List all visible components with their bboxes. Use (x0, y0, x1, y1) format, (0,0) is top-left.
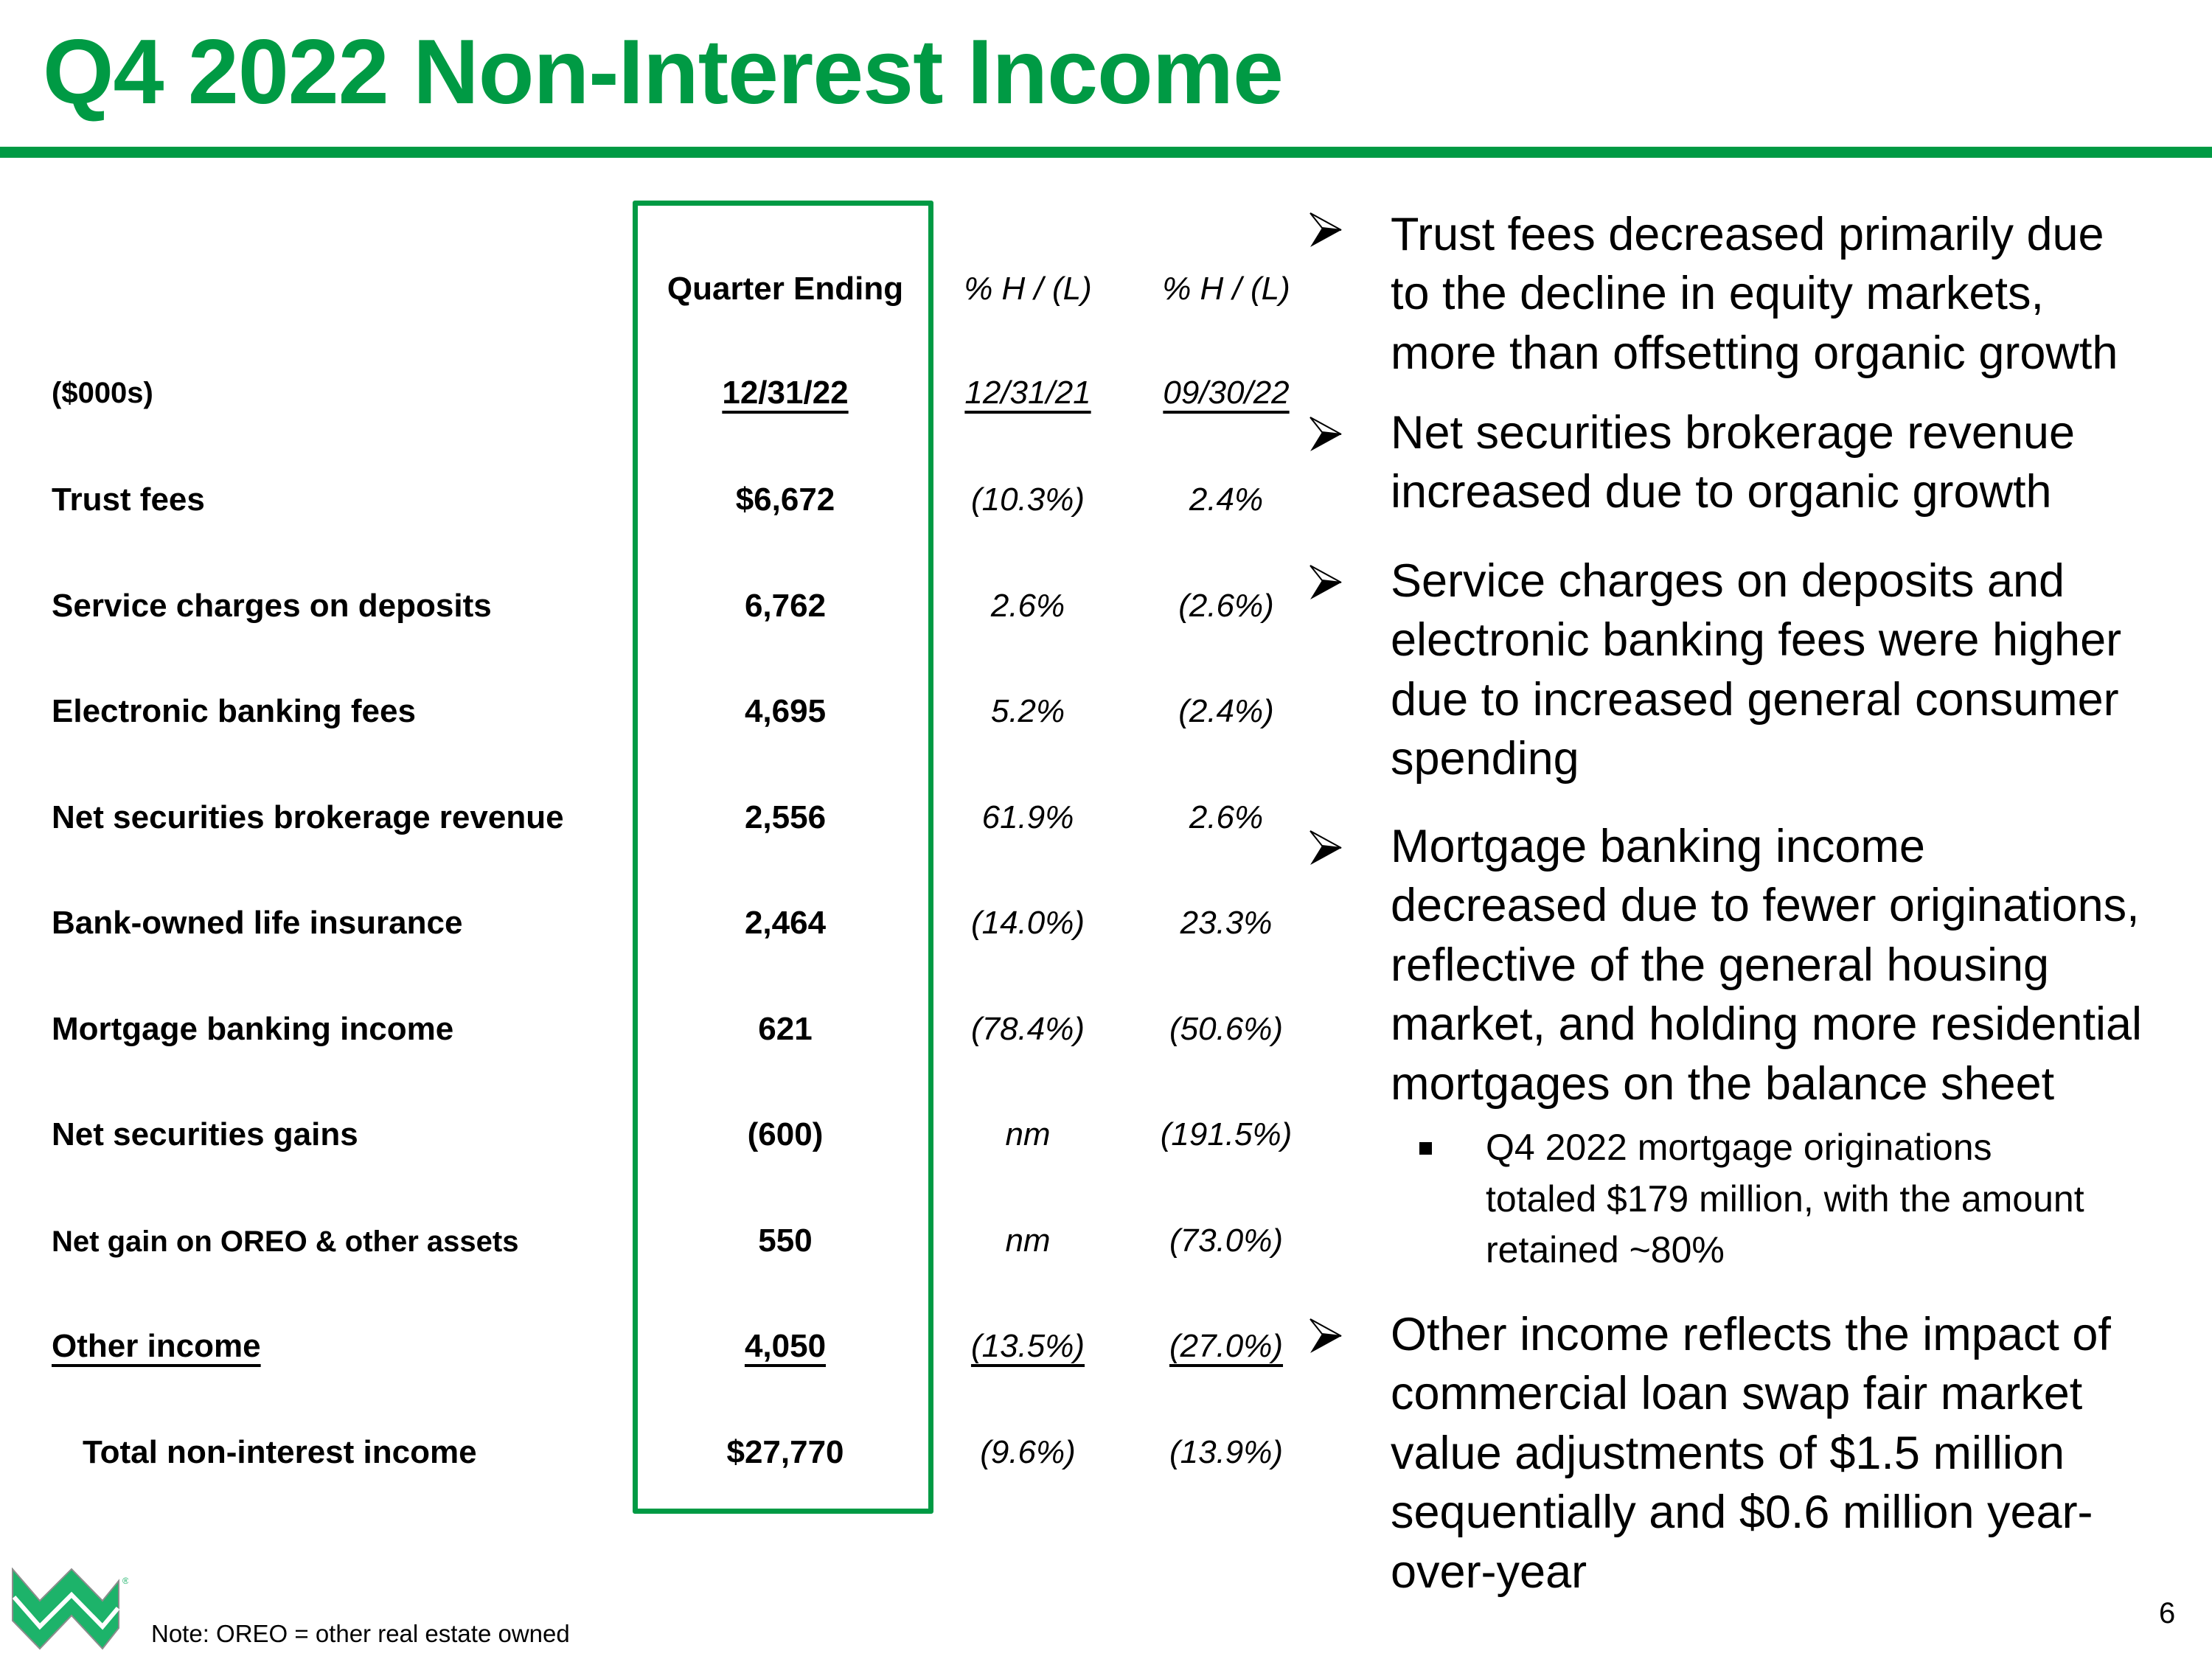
row-label-securities-gains: Net securities gains (52, 1116, 358, 1152)
row-value: 621 (758, 1011, 813, 1047)
row-value: 4,050 (744, 1328, 827, 1364)
row-value: 6,762 (744, 588, 827, 624)
sub-bullet-originations: Q4 2022 mortgage originations totaled $1… (1486, 1127, 2084, 1270)
row-value: 2,556 (744, 799, 827, 835)
arrowhead-bullet-icon (1310, 565, 1342, 599)
row-pct-yoy: (10.3%) (970, 481, 1085, 518)
row-pct-yoy: (78.4%) (970, 1011, 1085, 1047)
row-pct-yoy: (13.5%) (970, 1328, 1085, 1364)
date-quarter: 12/31/22 (722, 375, 849, 411)
header-pct-yoy: % H / (L) (964, 271, 1092, 307)
row-label-trust-fees: Trust fees (52, 481, 205, 518)
row-label-brokerage-revenue: Net securities brokerage revenue (52, 799, 564, 835)
row-value: 4,695 (744, 693, 827, 729)
row-pct-yoy: nm (1005, 1116, 1051, 1152)
square-bullet-icon (1419, 1142, 1432, 1155)
row-pct-qoq-total: (13.9%) (1169, 1434, 1284, 1470)
arrowhead-bullet-icon (1310, 1318, 1342, 1353)
row-pct-qoq: 2.6% (1189, 799, 1264, 835)
row-pct-yoy: nm (1005, 1222, 1051, 1259)
header-quarter-ending: Quarter Ending (667, 271, 904, 307)
bullet-trust-fees: Trust fees decreased primarily due to th… (1391, 209, 2118, 379)
row-pct-qoq: (50.6%) (1169, 1011, 1284, 1047)
row-pct-qoq: (73.0%) (1169, 1222, 1284, 1259)
row-label-oreo-gain: Net gain on OREO & other assets (52, 1225, 519, 1258)
row-label-electronic-banking: Electronic banking fees (52, 693, 416, 729)
row-pct-qoq: 23.3% (1180, 905, 1273, 941)
page-number: 6 (2159, 1597, 2176, 1630)
row-pct-qoq: (2.4%) (1178, 693, 1274, 729)
row-pct-qoq: (191.5%) (1160, 1116, 1293, 1152)
row-pct-yoy-total: (9.6%) (980, 1434, 1076, 1470)
row-pct-yoy: 61.9% (981, 799, 1074, 835)
row-value: $6,672 (735, 481, 835, 518)
page-title: Q4 2022 Non-Interest Income (43, 21, 1284, 123)
row-value: (600) (747, 1116, 824, 1152)
date-prior-year: 12/31/21 (964, 375, 1091, 411)
row-pct-yoy: (14.0%) (970, 905, 1085, 941)
row-pct-yoy: 2.6% (990, 588, 1065, 624)
bullet-service-charges: Service charges on deposits and electron… (1391, 555, 2122, 785)
bullet-brokerage: Net securities brokerage revenue increas… (1391, 407, 2075, 518)
row-value: 2,464 (744, 905, 827, 941)
bullet-mortgage-banking: Mortgage banking income decreased due to… (1391, 821, 2143, 1110)
row-label-service-charges: Service charges on deposits (52, 588, 492, 624)
row-label-total: Total non-interest income (83, 1434, 477, 1470)
header-pct-qoq: % H / (L) (1162, 271, 1290, 307)
date-prior-quarter: 09/30/22 (1163, 375, 1290, 411)
arrowhead-bullet-icon (1310, 212, 1342, 247)
bullet-other-income: Other income reflects the impact of comm… (1391, 1309, 2111, 1598)
row-pct-qoq: 2.4% (1189, 481, 1264, 518)
arrowhead-bullet-icon (1310, 417, 1342, 451)
units-label: ($000s) (52, 377, 153, 409)
registered-mark: ® (122, 1576, 128, 1586)
arrowhead-bullet-icon (1310, 830, 1342, 865)
row-label-boli: Bank-owned life insurance (52, 905, 463, 941)
footnote: Note: OREO = other real estate owned (151, 1620, 570, 1647)
quarter-highlight-box (633, 201, 933, 1514)
row-value: 550 (758, 1222, 813, 1259)
row-pct-qoq: (2.6%) (1178, 588, 1274, 624)
row-label-other-income: Other income (52, 1328, 261, 1364)
title-divider (0, 147, 2212, 158)
company-logo: ® (12, 1568, 128, 1650)
row-label-mortgage-banking: Mortgage banking income (52, 1011, 454, 1047)
row-pct-qoq: (27.0%) (1169, 1328, 1284, 1364)
row-pct-yoy: 5.2% (990, 693, 1065, 729)
row-value-total: $27,770 (726, 1434, 844, 1470)
